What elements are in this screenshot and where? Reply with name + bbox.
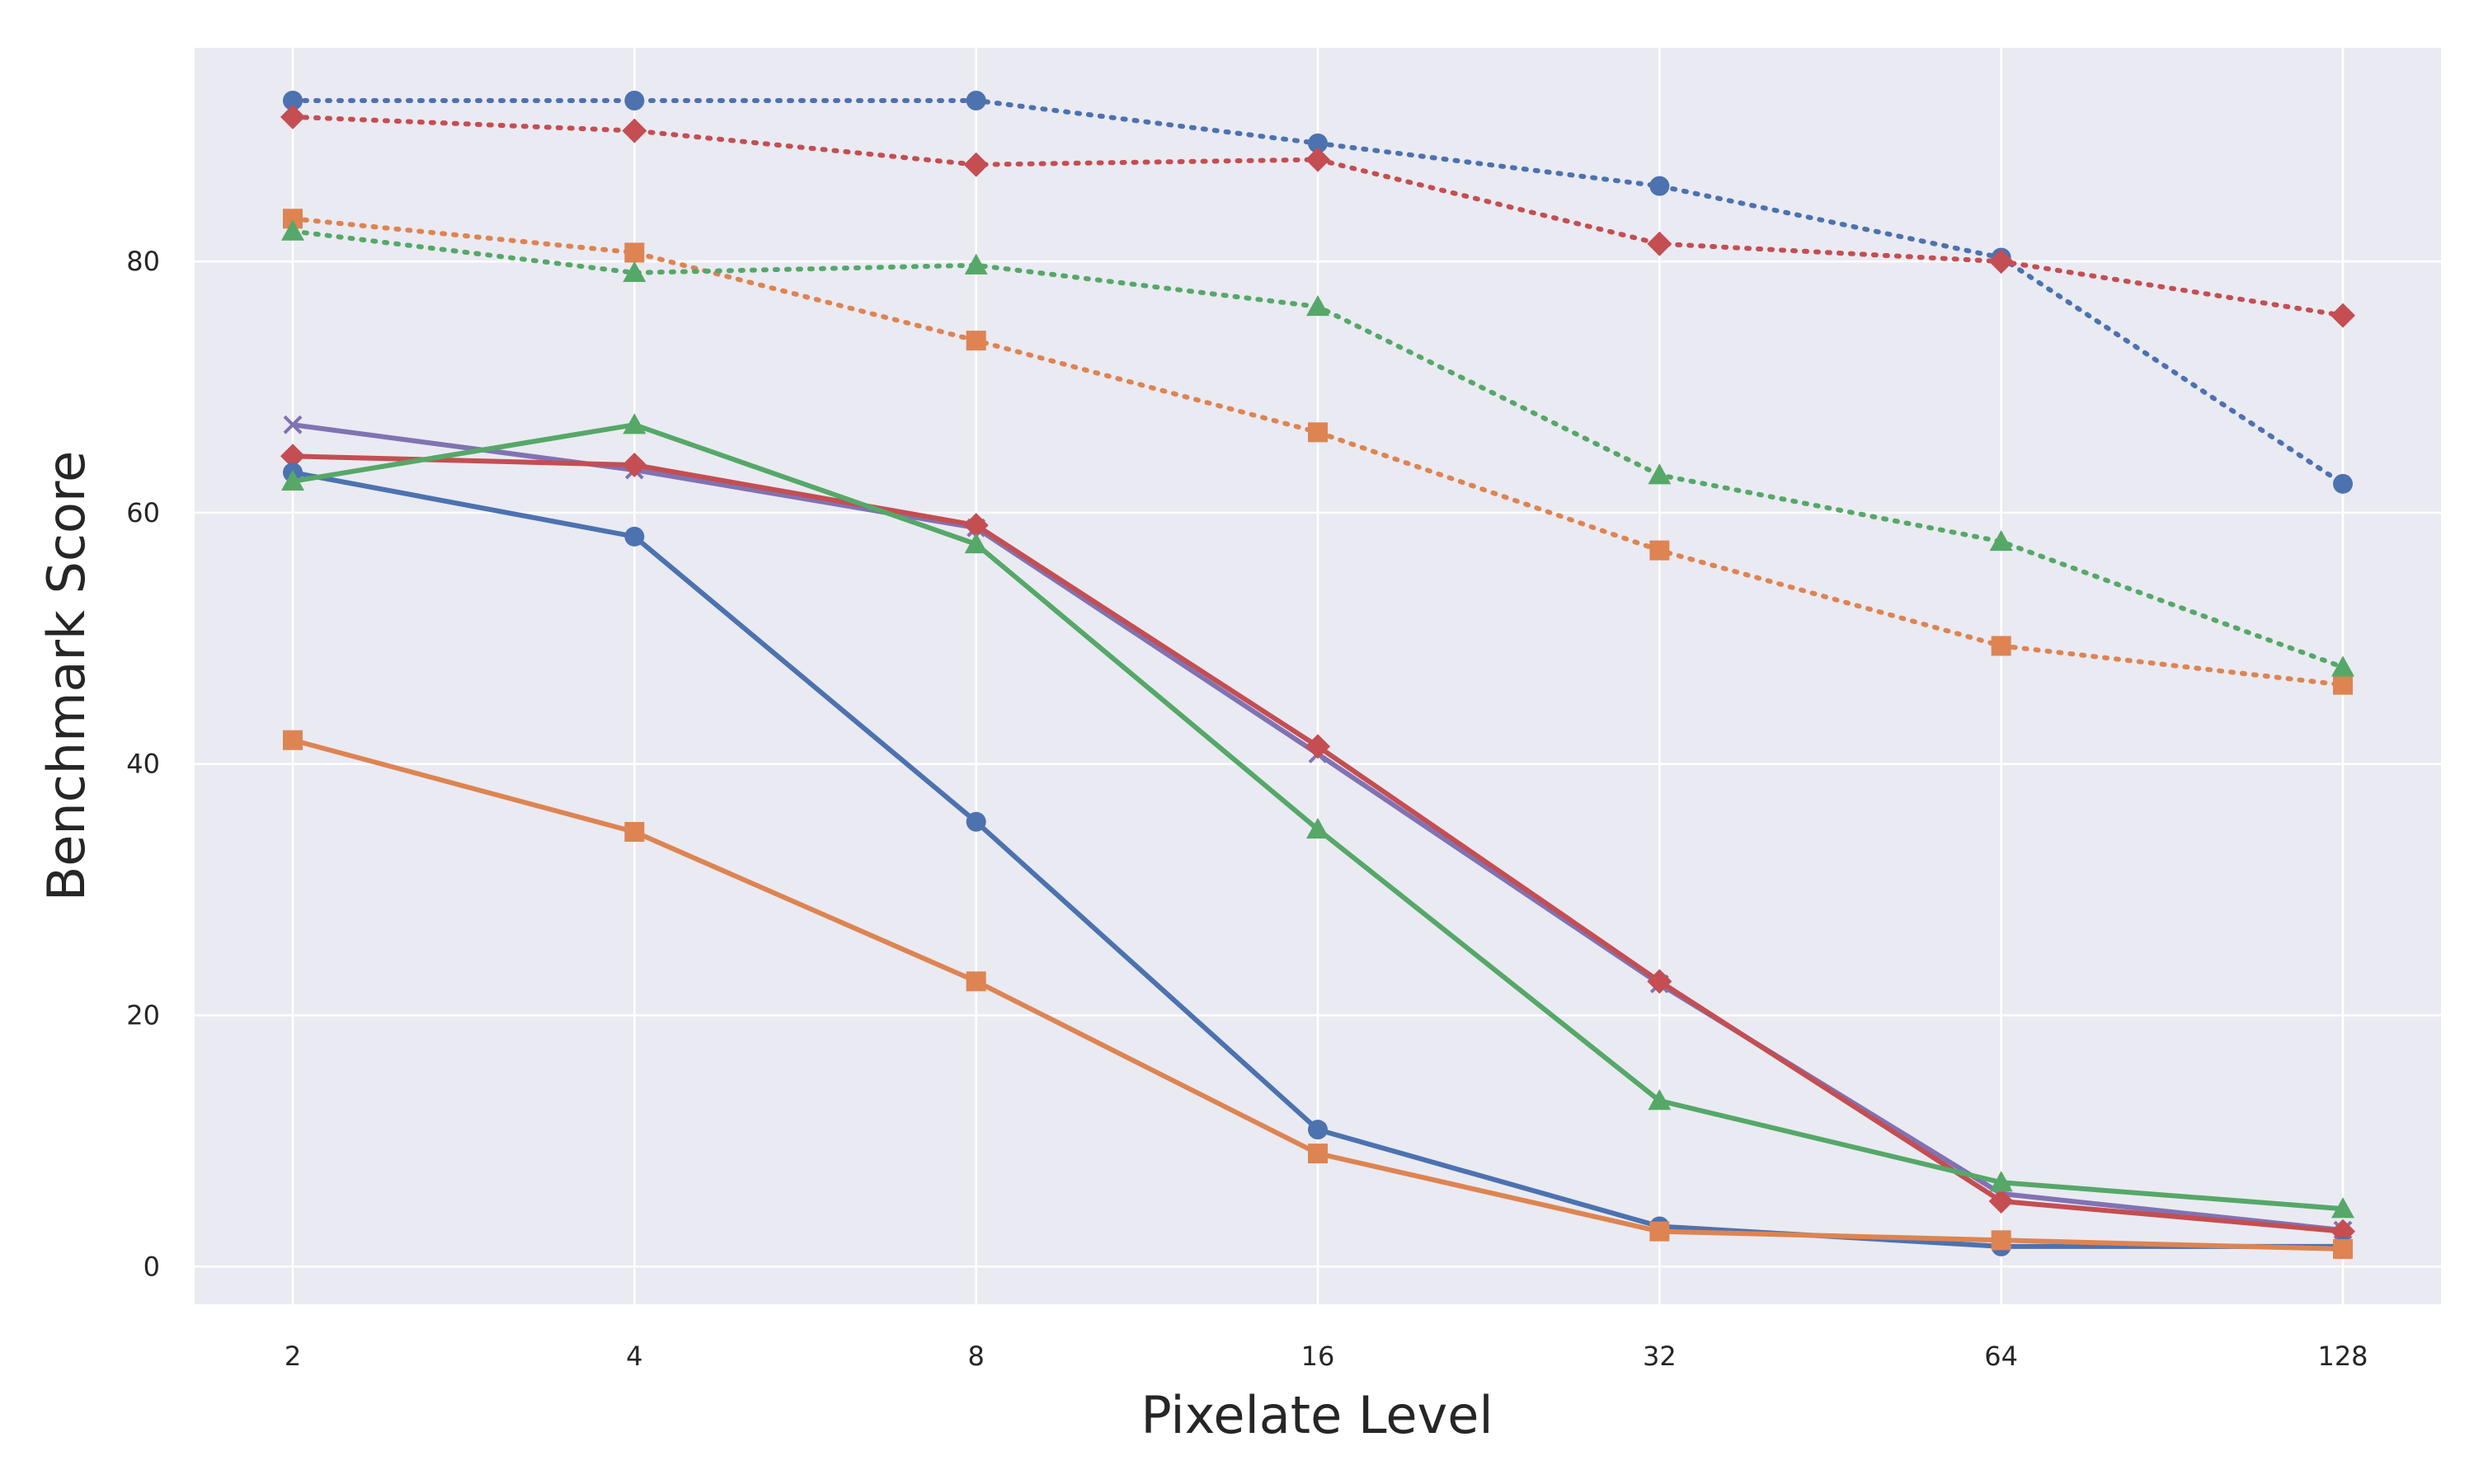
x-tick-label: 128: [2317, 1341, 2368, 1372]
diamond-marker: [2331, 303, 2355, 328]
diamond-marker: [963, 152, 989, 177]
square-marker: [2333, 674, 2353, 695]
series-orange-solid: [283, 730, 2353, 1259]
diamond-marker: [622, 118, 647, 143]
x-axis-title: Pixelate Level: [1141, 1385, 1493, 1445]
diamond-marker: [1988, 249, 2014, 275]
diamond-marker: [622, 452, 647, 477]
circle-marker: [1649, 176, 1670, 196]
triangle-marker: [1989, 1171, 2013, 1192]
triangle-marker: [964, 253, 988, 275]
triangle-marker: [281, 219, 304, 241]
y-tick-label: 20: [126, 999, 160, 1031]
diamond-marker: [1647, 231, 1672, 256]
series-orange-dotted: [283, 209, 2353, 695]
x-tick-label: 4: [626, 1341, 642, 1372]
x-tick-label: 2: [285, 1341, 301, 1372]
diamond-marker: [1305, 147, 1330, 172]
x-tick-label: 16: [1301, 1341, 1335, 1372]
circle-marker: [283, 91, 303, 111]
series-red-dotted: [280, 104, 2355, 328]
triangle-marker: [623, 413, 647, 434]
x-tick-labels: 2 4 8 16 32 64 128: [285, 1341, 2368, 1372]
circle-marker: [966, 91, 986, 111]
diamond-marker: [1988, 1189, 2014, 1214]
square-marker: [2333, 1238, 2353, 1259]
square-marker: [1308, 1144, 1328, 1164]
triangle-marker: [1306, 817, 1329, 839]
circle-marker: [624, 526, 645, 547]
y-tick-labels: 0 20 40 60 80: [126, 246, 160, 1282]
series-layer: [280, 91, 2355, 1259]
triangle-marker: [964, 532, 988, 554]
triangle-marker: [623, 261, 647, 282]
series-red-solid: [280, 444, 2355, 1244]
triangle-marker: [281, 469, 304, 491]
square-marker: [283, 209, 303, 229]
diamond-marker: [2331, 1219, 2355, 1244]
circle-marker: [2333, 473, 2353, 494]
diamond-marker: [280, 104, 305, 129]
x-marker: [283, 415, 303, 434]
square-marker: [1991, 1230, 2011, 1251]
x-tick-label: 8: [967, 1341, 984, 1372]
triangle-marker: [1306, 294, 1329, 317]
y-tick-label: 40: [126, 749, 160, 780]
square-marker: [1649, 540, 1670, 561]
circle-marker: [1308, 1120, 1328, 1140]
triangle-marker: [2331, 655, 2354, 677]
y-axis-title: Benchmark Score: [36, 451, 96, 902]
square-marker: [966, 971, 986, 992]
circle-marker: [624, 91, 645, 111]
square-marker: [624, 242, 645, 263]
diamond-marker: [280, 444, 305, 469]
circle-marker: [1308, 133, 1328, 153]
y-tick-label: 60: [126, 497, 160, 528]
square-marker: [1649, 1221, 1670, 1242]
diamond-marker: [1305, 734, 1330, 759]
square-marker: [966, 331, 986, 351]
square-marker: [283, 730, 303, 750]
x-tick-label: 64: [1984, 1341, 2018, 1372]
square-marker: [1308, 422, 1328, 443]
square-marker: [1991, 636, 2011, 656]
diamond-marker: [963, 513, 989, 538]
square-marker: [624, 821, 645, 842]
series-green-solid: [281, 413, 2354, 1219]
x-tick-label: 32: [1643, 1341, 1677, 1372]
triangle-marker: [1989, 529, 2013, 552]
y-tick-label: 0: [143, 1251, 160, 1282]
circle-marker: [966, 811, 986, 832]
triangle-marker: [1648, 463, 1672, 485]
series-green-dotted: [281, 219, 2354, 677]
triangle-marker: [1648, 1089, 1672, 1111]
diamond-marker: [1647, 969, 1672, 994]
y-tick-label: 80: [126, 246, 160, 277]
triangle-marker: [2331, 1197, 2354, 1219]
